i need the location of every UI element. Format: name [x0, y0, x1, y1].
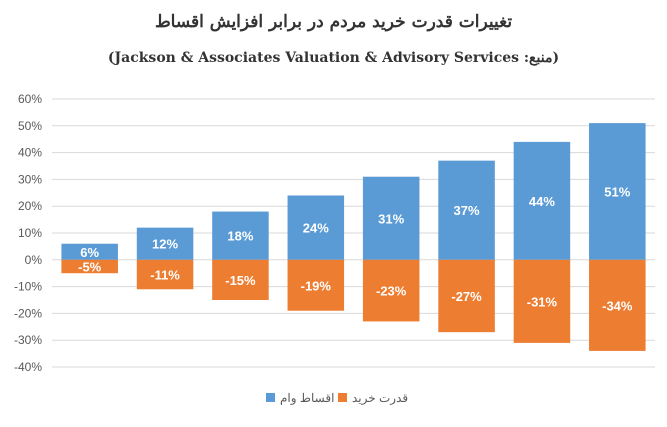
legend-swatch-purchasing-power [338, 393, 347, 402]
data-label: 12% [152, 237, 178, 252]
data-label: -19% [301, 278, 332, 293]
y-tick-label: -10% [14, 280, 42, 294]
data-label: 37% [454, 203, 480, 218]
data-labels: 6% 12% 18% 24% 31% 37% 44% 51% -5% -11% -15% -19% -2… [78, 184, 633, 313]
y-tick-label: 30% [18, 172, 42, 186]
data-label: 18% [227, 229, 253, 244]
y-tick-label: -40% [14, 360, 42, 374]
bar-purchasing-power [362, 259, 420, 322]
bar-purchasing-power [513, 259, 571, 343]
data-label: -5% [78, 260, 102, 275]
bar-installment [438, 160, 495, 260]
bar-purchasing-power [287, 259, 345, 311]
bars [61, 123, 646, 351]
bar-installment [212, 211, 269, 260]
bar-installment [589, 123, 646, 260]
data-label: 44% [529, 194, 555, 209]
bar-installment [362, 176, 420, 260]
data-label: 31% [378, 211, 404, 226]
data-label: -31% [527, 294, 558, 309]
bar-purchasing-power [438, 259, 495, 333]
bar-installment [513, 141, 571, 260]
y-tick-label: 20% [18, 199, 42, 213]
y-tick-label: -30% [14, 333, 42, 347]
data-label: -15% [225, 273, 256, 288]
bar-installment [136, 227, 194, 260]
data-label: -27% [451, 289, 482, 304]
y-tick-label: 10% [18, 226, 42, 240]
y-axis-ticks: -40% -30% -20% -10% 0% 10% 20% 30% 40% 50% 60% [14, 92, 42, 374]
data-label: -34% [602, 298, 633, 313]
legend-swatch-installment [266, 393, 275, 402]
bar-purchasing-power [212, 259, 269, 300]
bar-installment [287, 195, 345, 260]
legend: اقساط وام قدرت خرید [266, 391, 408, 405]
bar-installment [61, 243, 118, 260]
data-label: -11% [150, 268, 180, 283]
bar-purchasing-power [589, 259, 646, 351]
y-tick-label: 60% [18, 92, 42, 106]
y-tick-label: -20% [14, 306, 42, 320]
data-label: -23% [376, 284, 407, 299]
data-label: 51% [604, 184, 630, 199]
y-tick-label: 50% [18, 119, 42, 133]
data-label: 24% [303, 221, 329, 236]
bar-purchasing-power [61, 259, 118, 274]
legend-label-purchasing-power: قدرت خرید [352, 391, 408, 405]
y-tick-label: 0% [25, 253, 43, 267]
legend-label-installment: اقساط وام [280, 391, 334, 405]
bar-purchasing-power [136, 259, 194, 290]
chart-title: تغییرات قدرت خرید مردم در برابر افزایش ا… [154, 12, 513, 32]
data-label: 6% [80, 245, 99, 260]
chart-subtitle: (منبع: Jackson & Associates Valuation & … [107, 50, 560, 66]
y-tick-label: 40% [18, 146, 42, 160]
